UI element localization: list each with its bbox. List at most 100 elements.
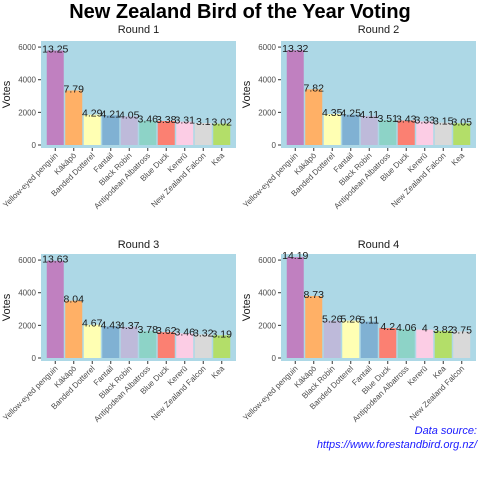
p1-data-label: 3.02 bbox=[212, 117, 233, 129]
p2-bar bbox=[323, 113, 341, 145]
p2-data-label: 3.33 bbox=[415, 114, 436, 126]
p4-ytick-label: 4000 bbox=[258, 289, 276, 298]
p4-ytick-label: 2000 bbox=[258, 321, 276, 330]
p1-xtick-label: Yellow-eyed penguin bbox=[1, 151, 59, 209]
p1-ytick-label: 2000 bbox=[18, 108, 36, 117]
p1-ylabel: Votes bbox=[1, 80, 13, 108]
p2-data-label: 3.15 bbox=[433, 116, 454, 128]
p4-ylabel: Votes bbox=[241, 293, 253, 321]
p3-bar bbox=[139, 331, 157, 358]
p3-data-label: 3.19 bbox=[212, 328, 233, 340]
p2-xtick-label: Yellow-eyed penguin bbox=[241, 151, 299, 209]
p3-bar bbox=[102, 326, 120, 358]
p4-bar bbox=[434, 330, 452, 358]
p4-bar bbox=[379, 328, 397, 358]
p1-bar bbox=[83, 114, 101, 145]
p3-ytick-label: 2000 bbox=[18, 321, 36, 330]
p1-bar bbox=[46, 50, 64, 145]
p1-data-label: 3.46 bbox=[138, 114, 159, 126]
p3-data-label: 4.43 bbox=[101, 319, 122, 331]
p2-bar bbox=[342, 114, 360, 145]
p4-data-label: 4.2 bbox=[380, 321, 395, 333]
p4-bar bbox=[305, 295, 323, 358]
data-source-label: Data source: bbox=[414, 425, 477, 437]
p3-bar bbox=[46, 260, 64, 358]
p1-ytick-label: 6000 bbox=[18, 43, 36, 52]
p1-bar bbox=[213, 123, 231, 145]
p4-bar bbox=[323, 320, 341, 358]
p4-xtick-label: Kererū bbox=[406, 364, 429, 387]
p4-title: Round 4 bbox=[358, 239, 400, 251]
p1-ytick-label: 0 bbox=[32, 141, 37, 150]
p2-bar bbox=[434, 122, 452, 145]
p1-ytick-label: 4000 bbox=[18, 76, 36, 85]
p1-data-label: 4.29 bbox=[82, 108, 103, 120]
p3-xtick-label: Yellow-eyed penguin bbox=[1, 364, 59, 422]
p4-bar bbox=[342, 320, 360, 358]
p1-data-label: 4.05 bbox=[119, 109, 140, 121]
p3-title: Round 3 bbox=[118, 239, 160, 251]
p1-data-label: 4.21 bbox=[101, 108, 122, 120]
p2-ytick-label: 4000 bbox=[258, 76, 276, 85]
p1-bar bbox=[102, 115, 120, 145]
p2-bar bbox=[379, 120, 397, 145]
data-source-url[interactable]: https://www.forestandbird.org.nz/ bbox=[316, 439, 477, 451]
p3-ytick-label: 4000 bbox=[18, 289, 36, 298]
p2-ytick-label: 0 bbox=[272, 141, 277, 150]
p4-data-label: 5.26 bbox=[322, 314, 343, 326]
p2-xtick-label: Kea bbox=[450, 151, 467, 168]
p2-data-label: 4.35 bbox=[322, 107, 343, 119]
p3-data-label: 3.78 bbox=[138, 324, 159, 336]
p4-data-label: 5.26 bbox=[341, 314, 362, 326]
p1-bar bbox=[194, 122, 212, 145]
p3-bar bbox=[65, 300, 83, 358]
p2-bar bbox=[286, 50, 304, 145]
p3-ytick-label: 0 bbox=[32, 354, 37, 363]
p2-ytick-label: 6000 bbox=[258, 43, 276, 52]
p3-bar bbox=[213, 335, 231, 358]
p4-xtick-label: Yellow-eyed penguin bbox=[241, 364, 299, 422]
p3-bar bbox=[176, 333, 194, 358]
p2-bar bbox=[360, 115, 378, 145]
p1-title: Round 1 bbox=[118, 24, 160, 36]
p3-data-label: 3.46 bbox=[175, 326, 196, 338]
p1-bar bbox=[157, 121, 175, 145]
p1-data-label: 13.25 bbox=[42, 44, 68, 56]
p2-data-label: 7.82 bbox=[304, 82, 325, 94]
p4-data-label: 3.82 bbox=[433, 324, 454, 336]
p3-data-label: 13.63 bbox=[42, 254, 68, 266]
p3-ylabel: Votes bbox=[1, 293, 13, 321]
p4-data-label: 3.75 bbox=[452, 324, 473, 336]
p2-data-label: 3.43 bbox=[396, 114, 417, 126]
p4-bar bbox=[286, 257, 304, 358]
p2-title: Round 2 bbox=[358, 24, 400, 36]
p2-ylabel: Votes bbox=[241, 80, 253, 108]
p3-data-label: 3.62 bbox=[156, 325, 177, 337]
p4-data-label: 8.73 bbox=[304, 289, 325, 301]
p1-xtick-label: Kea bbox=[210, 151, 227, 168]
p3-data-label: 4.67 bbox=[82, 318, 103, 330]
p3-bar bbox=[157, 332, 175, 358]
p1-data-label: 7.79 bbox=[64, 83, 85, 95]
p2-bar bbox=[397, 120, 415, 145]
p2-bar bbox=[416, 121, 434, 145]
p1-data-label: 3.31 bbox=[175, 115, 196, 127]
p1-bar bbox=[65, 90, 83, 145]
p4-data-label: 4 bbox=[422, 323, 428, 335]
p2-bar bbox=[305, 89, 323, 145]
p3-bar bbox=[194, 334, 212, 358]
p4-bar bbox=[360, 321, 378, 358]
data-source-note: Data source: https://www.forestandbird.o… bbox=[177, 424, 477, 452]
p2-data-label: 13.32 bbox=[282, 43, 308, 55]
p4-data-label: 4.06 bbox=[396, 322, 417, 334]
p4-ytick-label: 0 bbox=[272, 354, 277, 363]
p1-bar bbox=[139, 120, 157, 145]
p2-data-label: 4.11 bbox=[359, 109, 379, 121]
p2-data-label: 4.25 bbox=[341, 108, 362, 120]
p4-bar bbox=[453, 331, 471, 358]
p1-bar bbox=[176, 121, 194, 145]
chart-title: New Zealand Bird of the Year Voting bbox=[69, 1, 411, 23]
p3-data-label: 8.04 bbox=[64, 294, 85, 306]
p3-data-label: 4.37 bbox=[119, 320, 140, 332]
